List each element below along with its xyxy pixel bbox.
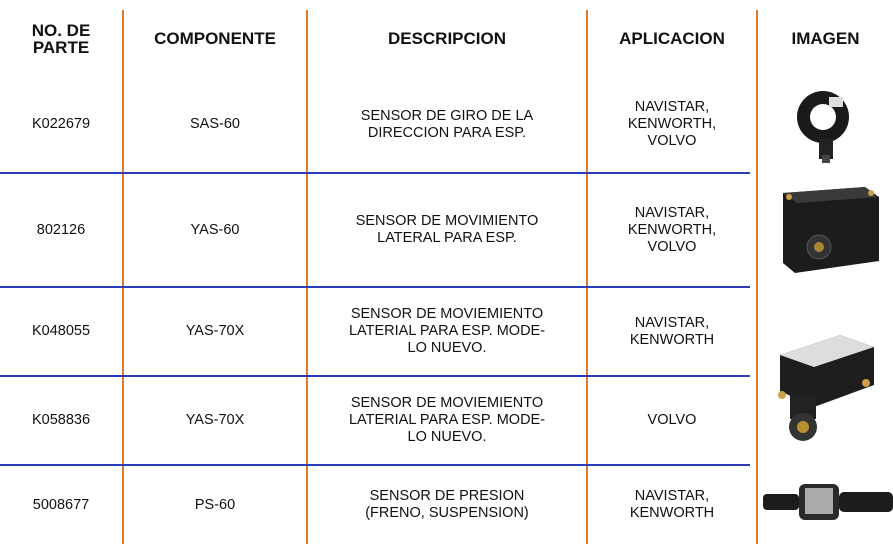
table-cell: PS-60 <box>194 496 236 513</box>
table-cell: YAS-70X <box>185 412 245 428</box>
header-cell: COMPONENTE <box>154 29 276 48</box>
table-cell: VOLVO <box>647 412 697 428</box>
header-cell: DESCRIPCION <box>387 29 507 48</box>
row-divider <box>0 375 750 377</box>
table-cell: YAS-70X <box>185 323 245 339</box>
row-divider <box>0 286 750 288</box>
table-cell: YAS-60 <box>190 221 240 238</box>
sas-sensor-image <box>797 91 849 163</box>
yas70x-sensor-image <box>778 335 874 441</box>
table-cell: K022679 <box>31 116 91 132</box>
column-divider <box>122 10 124 544</box>
table-cell: 802126 <box>36 221 86 238</box>
table-cell: SENSOR DE MOVIEMIENTO LATERIAL PARA ESP.… <box>348 306 546 356</box>
column-divider <box>756 10 758 544</box>
ps60-sensor-image <box>763 484 893 520</box>
header-cell: NO. DE PARTE <box>31 20 91 57</box>
table-cell: K058836 <box>31 412 91 428</box>
column-divider <box>586 10 588 544</box>
column-divider <box>306 10 308 544</box>
table-cell: SAS-60 <box>190 116 240 132</box>
header-cell: APLICACION <box>619 29 725 48</box>
table-cell: SENSOR DE MOVIMIENTO LATERAL PARA ESP. <box>355 213 539 246</box>
table-cell: SENSOR DE PRESION (FRENO, SUSPENSION) <box>365 488 529 521</box>
table-cell: NAVISTAR, KENWORTH, VOLVO <box>627 204 717 255</box>
table-cell: 5008677 <box>32 496 90 513</box>
table-cell: K048055 <box>31 323 91 339</box>
table-cell: NAVISTAR, KENWORTH, VOLVO <box>627 99 717 149</box>
table-cell: NAVISTAR, KENWORTH <box>629 488 715 521</box>
yas60-sensor-image <box>783 187 879 273</box>
table-cell: SENSOR DE GIRO DE LA DIRECCION PARA ESP. <box>360 107 534 141</box>
row-divider <box>0 464 750 466</box>
header-cell: IMAGEN <box>791 29 860 48</box>
table-cell: SENSOR DE MOVIEMIENTO LATERIAL PARA ESP.… <box>348 395 546 445</box>
table-cell: NAVISTAR, KENWORTH <box>629 314 715 348</box>
row-divider <box>0 172 750 174</box>
